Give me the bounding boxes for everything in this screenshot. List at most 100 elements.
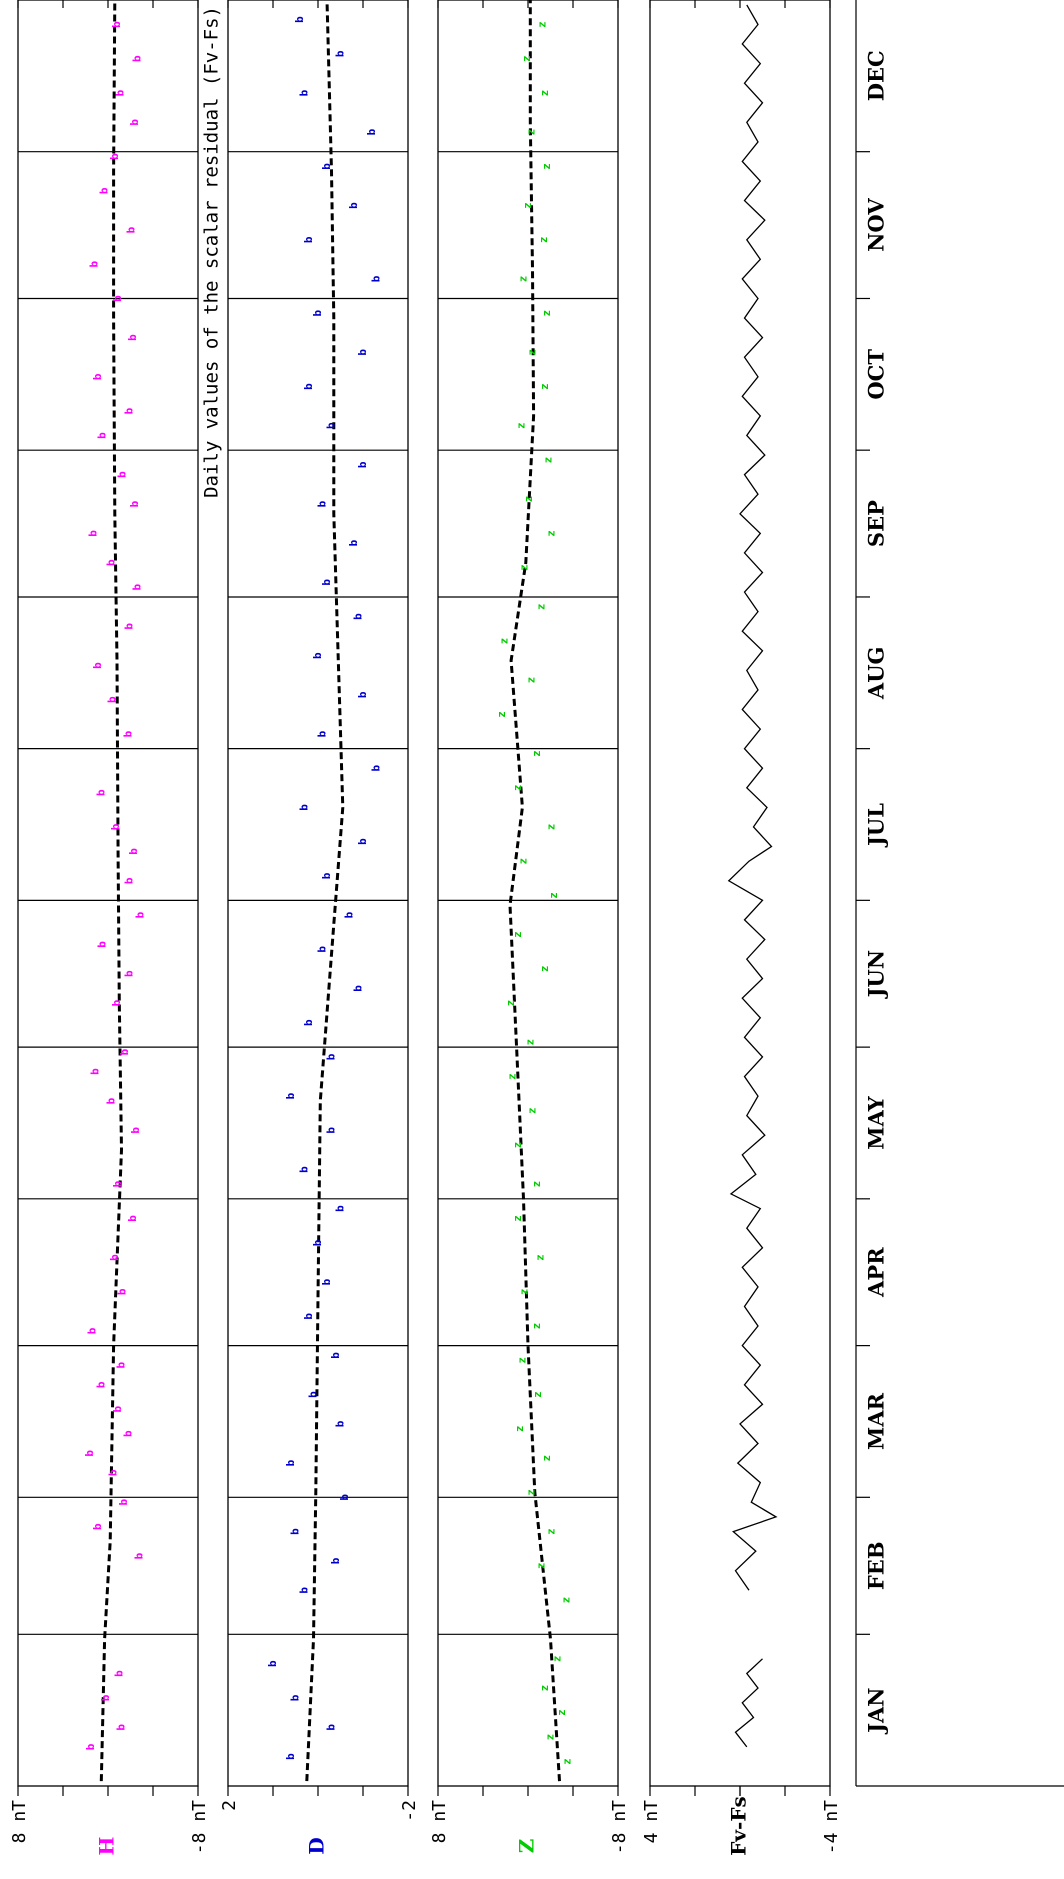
component-label-H: H <box>95 1837 119 1856</box>
month-label-mar: MAR <box>864 1392 889 1450</box>
observation-point: b <box>266 1660 279 1667</box>
tick-label-bottom: -2 <box>399 1800 420 1822</box>
component-label-D: D <box>305 1837 329 1854</box>
observation-point: b <box>284 1753 297 1760</box>
observation-point: b <box>95 432 108 439</box>
observation-point: b <box>343 911 356 918</box>
observation-point: z <box>511 1142 524 1149</box>
observation-point: b <box>84 1743 97 1750</box>
observation-point: z <box>511 784 524 791</box>
observation-point: z <box>536 21 549 28</box>
observation-point: b <box>110 21 123 28</box>
observation-point: z <box>535 1562 548 1569</box>
observation-point: z <box>559 1597 572 1604</box>
component-label-FvFs: Fv-Fs <box>727 1796 751 1856</box>
observation-point: b <box>365 128 378 135</box>
observation-point: z <box>524 1489 537 1496</box>
panel-H: 8 nT -8 nT Hb b b b b b b b b b b b b b b b b b b b b b b b b b b b b b… <box>9 0 210 1855</box>
observation-point: z <box>547 892 560 899</box>
observation-point: b <box>289 1528 302 1535</box>
panel-D: 2 -2 Db b b b b b b b b b b b b b b b b b b b b b b b b b b b b b b b b b b b… <box>219 0 420 1855</box>
observation-point: z <box>538 965 551 972</box>
panel-frame <box>228 0 408 1786</box>
observation-point: b <box>325 1724 338 1731</box>
observation-point: z <box>540 1455 553 1462</box>
observation-point: z <box>511 1215 524 1222</box>
observation-point: z <box>541 457 554 464</box>
observation-point: b <box>347 539 360 546</box>
observation-point: b <box>329 1557 342 1564</box>
observation-point: z <box>497 638 510 645</box>
observation-point: b <box>115 1724 128 1731</box>
observation-point: b <box>320 579 333 586</box>
observation-point: b <box>86 530 99 537</box>
observation-point: b <box>325 1127 338 1134</box>
observation-point: z <box>526 349 539 356</box>
tick-label-bottom: -8 nT <box>189 1800 210 1854</box>
observation-point: b <box>128 500 141 507</box>
panel-frame <box>650 0 830 1786</box>
baseline-curve <box>510 0 560 1781</box>
observation-point: z <box>535 603 548 610</box>
observation-point: b <box>302 1019 315 1026</box>
month-label-aug: AUG <box>864 647 889 701</box>
baseline-curve <box>101 0 121 1781</box>
observation-point: z <box>533 1254 546 1261</box>
observation-point: b <box>121 1430 134 1437</box>
observation-point: b <box>356 461 369 468</box>
observation-point: b <box>302 1313 315 1320</box>
component-label-Z: Z <box>515 1839 539 1854</box>
observation-point: b <box>115 1362 128 1369</box>
observation-point: b <box>338 1494 351 1501</box>
observation-point: b <box>289 1694 302 1701</box>
observation-point: b <box>129 1127 142 1134</box>
observation-point: b <box>298 1166 311 1173</box>
tick-label-top: 8 nT <box>429 1800 450 1844</box>
observation-point: b <box>106 696 119 703</box>
observation-point: b <box>126 1215 139 1222</box>
residual-line <box>729 5 776 1590</box>
observation-point: z <box>524 677 537 684</box>
observation-point: b <box>293 16 306 23</box>
panel-FvFs: 4 nT -4 nT Fv-Fs <box>641 0 842 1856</box>
observation-point: b <box>325 422 338 429</box>
observation-point: b <box>356 349 369 356</box>
tick-label-top: 8 nT <box>9 1800 30 1844</box>
residual-line <box>736 1659 763 1747</box>
observation-point: b <box>121 730 134 737</box>
observation-point: z <box>514 422 527 429</box>
observation-point: b <box>316 500 329 507</box>
observation-point: b <box>127 848 140 855</box>
observation-point: b <box>91 1523 104 1530</box>
month-label-jul: JUL <box>864 803 889 848</box>
observation-point: b <box>311 1239 324 1246</box>
month-label-may: MAY <box>864 1095 889 1149</box>
observation-point: b <box>329 1352 342 1359</box>
observation-point: z <box>560 1758 573 1765</box>
observation-point: b <box>122 877 135 884</box>
observation-point: b <box>325 1053 338 1060</box>
observation-point: b <box>108 1254 121 1261</box>
observation-point: b <box>298 1587 311 1594</box>
observation-point: b <box>298 89 311 96</box>
month-label-sep: SEP <box>864 500 889 547</box>
month-label-jan: JAN <box>864 1687 889 1734</box>
baseline-curve <box>307 0 343 1781</box>
observation-point: b <box>125 226 138 233</box>
observation-point: b <box>284 1092 297 1099</box>
observation-point: z <box>540 310 553 317</box>
month-label-apr: APR <box>864 1247 889 1298</box>
observation-point: b <box>370 275 383 282</box>
observation-point: z <box>540 163 553 170</box>
observation-point: b <box>94 789 107 796</box>
observation-point: b <box>284 1459 297 1466</box>
observation-point: z <box>518 1288 531 1295</box>
observation-point: z <box>505 1073 518 1080</box>
observation-point: b <box>99 1694 112 1701</box>
observation-point: b <box>130 55 143 62</box>
month-label-dec: DEC <box>864 50 889 101</box>
observation-point: z <box>504 1000 517 1007</box>
observation-point: z <box>515 1357 528 1364</box>
observation-point: b <box>117 1499 130 1506</box>
month-label-nov: NOV <box>864 198 889 252</box>
